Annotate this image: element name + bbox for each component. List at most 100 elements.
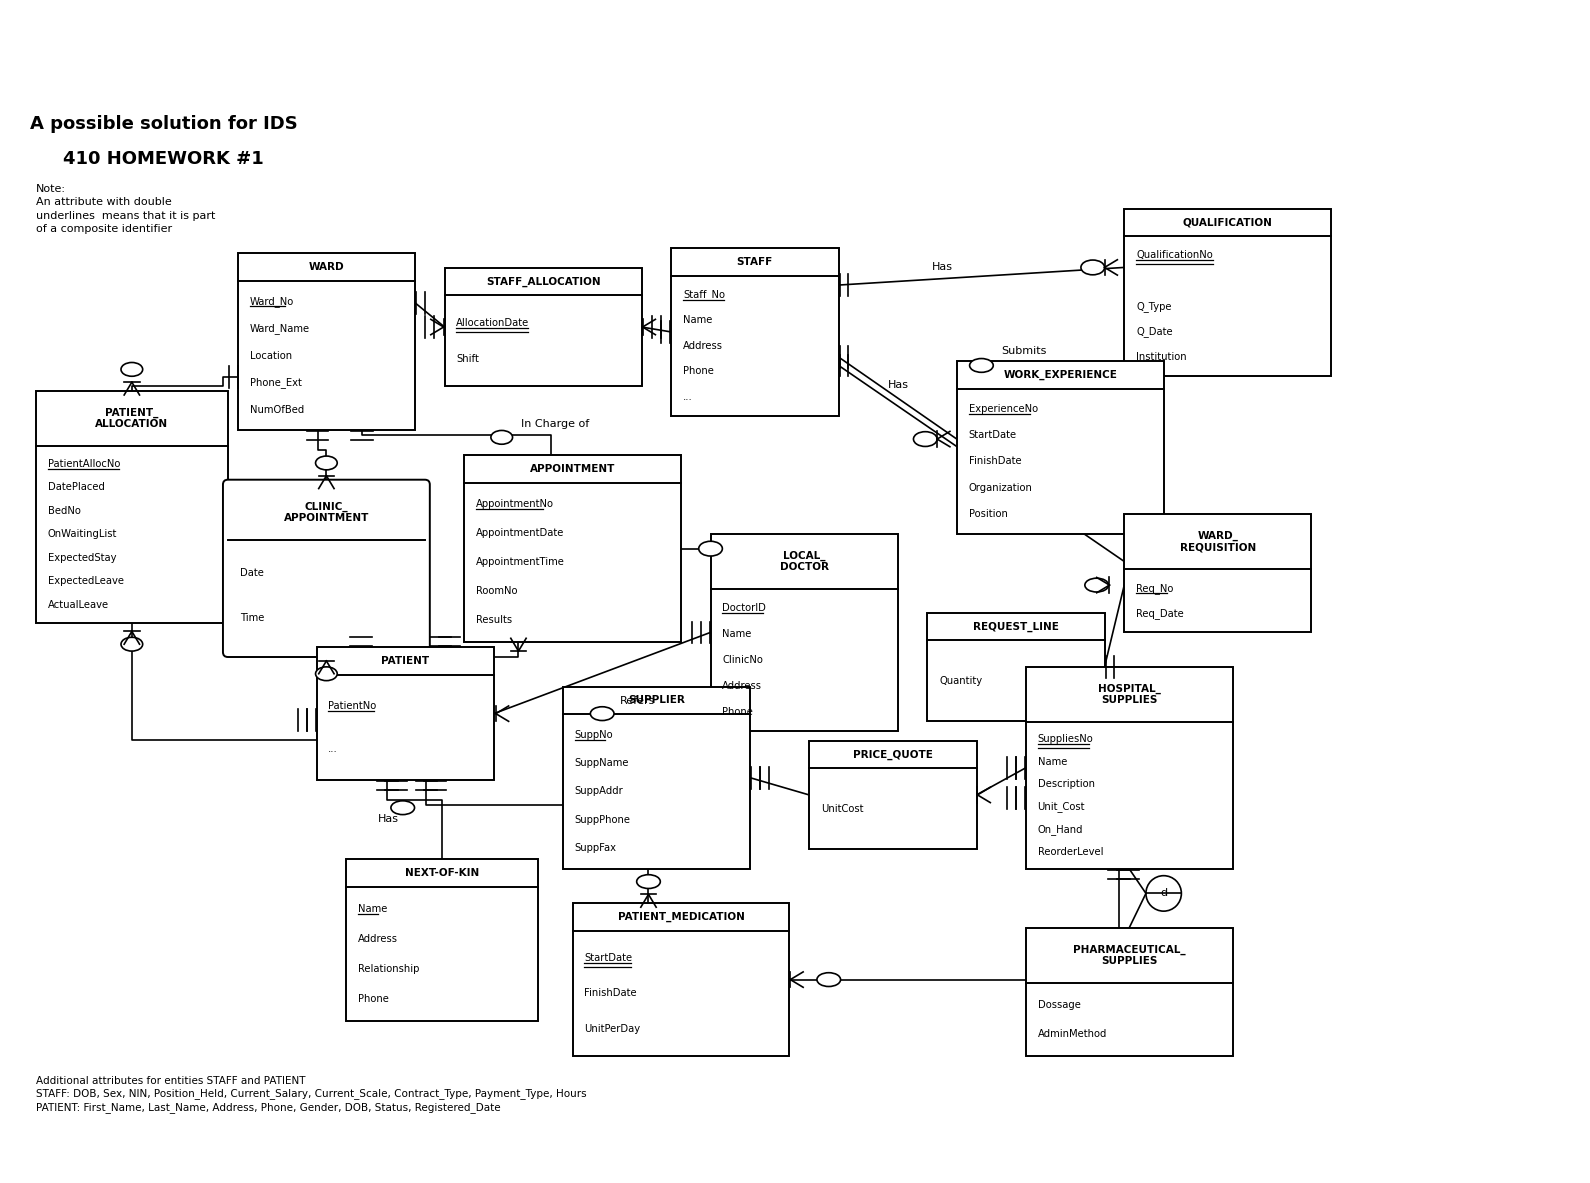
Text: BedNo: BedNo bbox=[48, 506, 81, 516]
Ellipse shape bbox=[970, 358, 994, 373]
Text: AppointmentDate: AppointmentDate bbox=[475, 529, 564, 538]
Text: Quantity: Quantity bbox=[940, 675, 983, 686]
Ellipse shape bbox=[817, 972, 841, 987]
Bar bbox=[1124, 209, 1331, 376]
Text: STAFF: STAFF bbox=[736, 257, 773, 267]
Text: AppointmentTime: AppointmentTime bbox=[475, 557, 564, 568]
Text: Phone_Ext: Phone_Ext bbox=[250, 377, 302, 388]
Text: UnitPerDay: UnitPerDay bbox=[585, 1024, 641, 1034]
Bar bbox=[671, 248, 838, 415]
Text: AdminMethod: AdminMethod bbox=[1038, 1029, 1107, 1039]
Text: ExpectedStay: ExpectedStay bbox=[48, 552, 116, 563]
Text: SuppName: SuppName bbox=[574, 758, 630, 768]
Text: Name: Name bbox=[684, 316, 712, 325]
Ellipse shape bbox=[1081, 260, 1105, 274]
Text: DoctorID: DoctorID bbox=[722, 603, 766, 613]
Bar bbox=[1026, 927, 1232, 1056]
FancyBboxPatch shape bbox=[223, 479, 429, 657]
Text: AppointmentNo: AppointmentNo bbox=[475, 499, 553, 510]
Text: Ward_No: Ward_No bbox=[250, 296, 294, 306]
Ellipse shape bbox=[698, 542, 722, 556]
Text: Description: Description bbox=[1038, 780, 1094, 789]
Text: PatientNo: PatientNo bbox=[329, 702, 377, 711]
Text: Name: Name bbox=[722, 629, 752, 639]
Text: LOCAL_
DOCTOR: LOCAL_ DOCTOR bbox=[779, 551, 828, 573]
Text: Has: Has bbox=[378, 814, 399, 823]
Text: Location: Location bbox=[250, 350, 291, 361]
Text: On_Hand: On_Hand bbox=[1038, 823, 1083, 835]
Text: PATIENT_
ALLOCATION: PATIENT_ ALLOCATION bbox=[95, 408, 169, 429]
Text: Q_Type: Q_Type bbox=[1137, 300, 1172, 312]
Text: DatePlaced: DatePlaced bbox=[48, 483, 105, 492]
Text: Date: Date bbox=[240, 569, 264, 578]
Text: Name: Name bbox=[1038, 757, 1067, 767]
Ellipse shape bbox=[491, 431, 512, 445]
Text: Phone: Phone bbox=[358, 994, 390, 1004]
Bar bbox=[711, 534, 898, 731]
Text: HOSPITAL_
SUPPLIES: HOSPITAL_ SUPPLIES bbox=[1097, 684, 1161, 705]
Text: PATIENT: PATIENT bbox=[382, 655, 429, 666]
Ellipse shape bbox=[121, 362, 143, 376]
Bar bbox=[347, 859, 537, 1021]
Text: SUPPLIER: SUPPLIER bbox=[628, 696, 685, 705]
Bar bbox=[572, 904, 789, 1056]
Text: Q_Date: Q_Date bbox=[1137, 327, 1173, 337]
Bar bbox=[563, 686, 750, 868]
Text: AllocationDate: AllocationDate bbox=[456, 318, 529, 328]
Text: ...: ... bbox=[684, 392, 693, 401]
Text: SuppPhone: SuppPhone bbox=[574, 815, 631, 825]
Text: FinishDate: FinishDate bbox=[585, 988, 638, 998]
Bar bbox=[809, 741, 976, 849]
Text: SuppliesNo: SuppliesNo bbox=[1038, 733, 1094, 744]
Text: Ward_Name: Ward_Name bbox=[250, 323, 310, 334]
Bar bbox=[1124, 515, 1312, 633]
Text: ...: ... bbox=[329, 743, 339, 754]
Text: RoomNo: RoomNo bbox=[475, 587, 518, 596]
Text: Dossage: Dossage bbox=[1038, 1000, 1081, 1010]
Text: QUALIFICATION: QUALIFICATION bbox=[1183, 218, 1272, 227]
Bar bbox=[464, 455, 681, 642]
Text: Address: Address bbox=[684, 341, 723, 350]
Bar bbox=[957, 362, 1164, 534]
Text: PATIENT_MEDICATION: PATIENT_MEDICATION bbox=[617, 912, 744, 923]
Text: PRICE_QUOTE: PRICE_QUOTE bbox=[852, 749, 933, 759]
Bar bbox=[445, 267, 642, 386]
Text: 410 HOMEWORK #1: 410 HOMEWORK #1 bbox=[64, 150, 264, 168]
Text: PatientAllocNo: PatientAllocNo bbox=[48, 459, 119, 468]
Text: CLINIC_
APPOINTMENT: CLINIC_ APPOINTMENT bbox=[283, 502, 369, 523]
Text: Relationship: Relationship bbox=[358, 964, 420, 974]
Text: ExpectedLeave: ExpectedLeave bbox=[48, 576, 124, 587]
Text: PHARMACEUTICAL_
SUPPLIES: PHARMACEUTICAL_ SUPPLIES bbox=[1073, 945, 1186, 967]
Text: REQUEST_LINE: REQUEST_LINE bbox=[973, 621, 1059, 632]
Text: WORK_EXPERIENCE: WORK_EXPERIENCE bbox=[1003, 370, 1118, 381]
Text: STAFF_ALLOCATION: STAFF_ALLOCATION bbox=[487, 277, 601, 286]
Text: Phone: Phone bbox=[722, 706, 754, 717]
Text: OnWaitingList: OnWaitingList bbox=[48, 529, 118, 539]
Bar bbox=[316, 647, 494, 780]
Text: Organization: Organization bbox=[968, 483, 1032, 493]
Text: WARD_
REQUISITION: WARD_ REQUISITION bbox=[1180, 531, 1256, 552]
Text: Position: Position bbox=[968, 509, 1008, 519]
Ellipse shape bbox=[914, 432, 937, 446]
Text: Phone: Phone bbox=[684, 367, 714, 376]
Text: Shift: Shift bbox=[456, 354, 479, 364]
Text: Address: Address bbox=[722, 680, 762, 691]
Ellipse shape bbox=[315, 457, 337, 470]
Text: ClinicNo: ClinicNo bbox=[722, 655, 763, 665]
Text: StartDate: StartDate bbox=[968, 431, 1016, 440]
Text: Submits: Submits bbox=[1002, 345, 1046, 356]
Text: UnitCost: UnitCost bbox=[820, 803, 863, 814]
Text: ReorderLevel: ReorderLevel bbox=[1038, 847, 1103, 856]
Bar bbox=[238, 253, 415, 431]
Text: SuppFax: SuppFax bbox=[574, 842, 617, 853]
Bar bbox=[37, 392, 227, 622]
Text: Refers: Refers bbox=[620, 696, 655, 706]
Ellipse shape bbox=[636, 874, 660, 888]
Bar bbox=[927, 613, 1105, 720]
Text: WARD: WARD bbox=[308, 261, 343, 272]
Text: Has: Has bbox=[887, 380, 909, 390]
Text: A possible solution for IDS: A possible solution for IDS bbox=[30, 115, 297, 134]
Text: ActualLeave: ActualLeave bbox=[48, 600, 108, 610]
Text: APPOINTMENT: APPOINTMENT bbox=[529, 464, 615, 474]
Text: QualificationNo: QualificationNo bbox=[1137, 251, 1213, 260]
